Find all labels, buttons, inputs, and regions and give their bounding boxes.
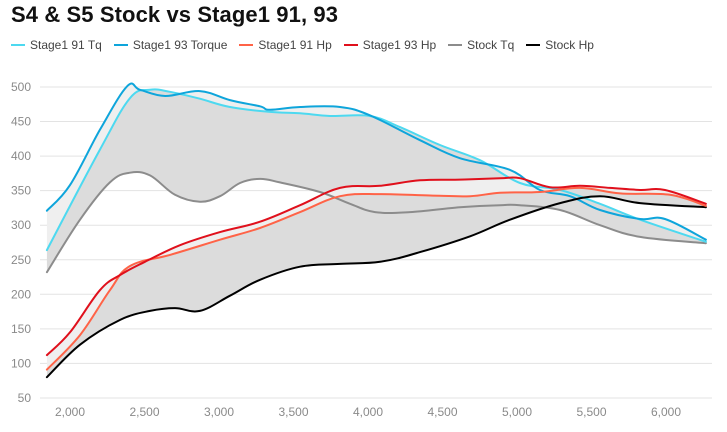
legend-swatch xyxy=(448,44,463,46)
legend-label: Stage1 91 Hp xyxy=(258,38,332,52)
y-tick-label: 250 xyxy=(11,253,31,267)
series-line-stock-tq xyxy=(45,170,707,274)
y-tick-label: 350 xyxy=(11,184,31,198)
series-line-stock-hp xyxy=(45,195,707,379)
y-tick-label: 450 xyxy=(11,115,31,129)
legend-item-stage1-91-hp[interactable]: Stage1 91 Hp xyxy=(239,38,332,52)
legend-label: Stock Hp xyxy=(545,38,594,52)
x-tick-label: 6,000 xyxy=(651,405,681,419)
area-fill xyxy=(46,187,706,378)
x-tick-label: 4,500 xyxy=(427,405,457,419)
x-tick-label: 3,500 xyxy=(278,405,308,419)
legend-item-stock-hp[interactable]: Stock Hp xyxy=(526,38,594,52)
legend-swatch xyxy=(11,44,25,46)
y-tick-label: 300 xyxy=(11,218,31,232)
area-fill xyxy=(46,89,706,273)
legend-item-stage1-91-tq[interactable]: Stage1 91 Tq xyxy=(11,38,102,52)
x-tick-label: 5,500 xyxy=(576,405,606,419)
chart-title: S4 & S5 Stock vs Stage1 91, 93 xyxy=(11,2,339,27)
x-tick-label: 4,000 xyxy=(353,405,383,419)
y-tick-label: 400 xyxy=(11,149,31,163)
legend-item-stage1-93-torque[interactable]: Stage1 93 Torque xyxy=(113,38,228,52)
legend-swatch xyxy=(343,44,358,46)
y-tick-label: 50 xyxy=(18,391,32,405)
legend-item-stage1-93-hp[interactable]: Stage1 93 Hp xyxy=(343,38,437,52)
x-tick-label: 2,000 xyxy=(55,405,85,419)
y-axis-ticks: 50 100 150 200 250 300 350 400 450 500 xyxy=(11,80,31,405)
legend-label: Stage1 91 Tq xyxy=(30,38,102,52)
series-lines xyxy=(45,82,707,379)
x-tick-label: 3,000 xyxy=(204,405,234,419)
legend-swatch xyxy=(113,44,128,46)
legend-item-stock-tq[interactable]: Stock Tq xyxy=(448,38,514,52)
y-tick-label: 200 xyxy=(11,287,31,301)
series-line-stage1-91-hp xyxy=(45,186,707,371)
series-line-stage1-93-torque xyxy=(45,82,707,241)
y-tick-label: 150 xyxy=(11,322,31,336)
series-line-stage1-93-hp xyxy=(45,176,707,357)
y-tick-label: 500 xyxy=(11,80,31,94)
legend: Stage1 91 Tq Stage1 93 Torque Stage1 91 … xyxy=(11,38,606,52)
y-tick-label: 100 xyxy=(11,356,31,370)
legend-label: Stage1 93 Hp xyxy=(362,38,437,52)
x-tick-label: 2,500 xyxy=(129,405,159,419)
x-tick-label: 5,000 xyxy=(502,405,532,419)
area-fills xyxy=(46,83,706,378)
legend-swatch xyxy=(239,44,254,46)
legend-swatch xyxy=(526,44,541,46)
x-axis-ticks: 2,000 2,500 3,000 3,500 4,000 4,500 5,000 5,500… xyxy=(55,405,681,419)
legend-label: Stage1 93 Torque xyxy=(132,38,228,52)
legend-label: Stock Tq xyxy=(467,38,515,52)
